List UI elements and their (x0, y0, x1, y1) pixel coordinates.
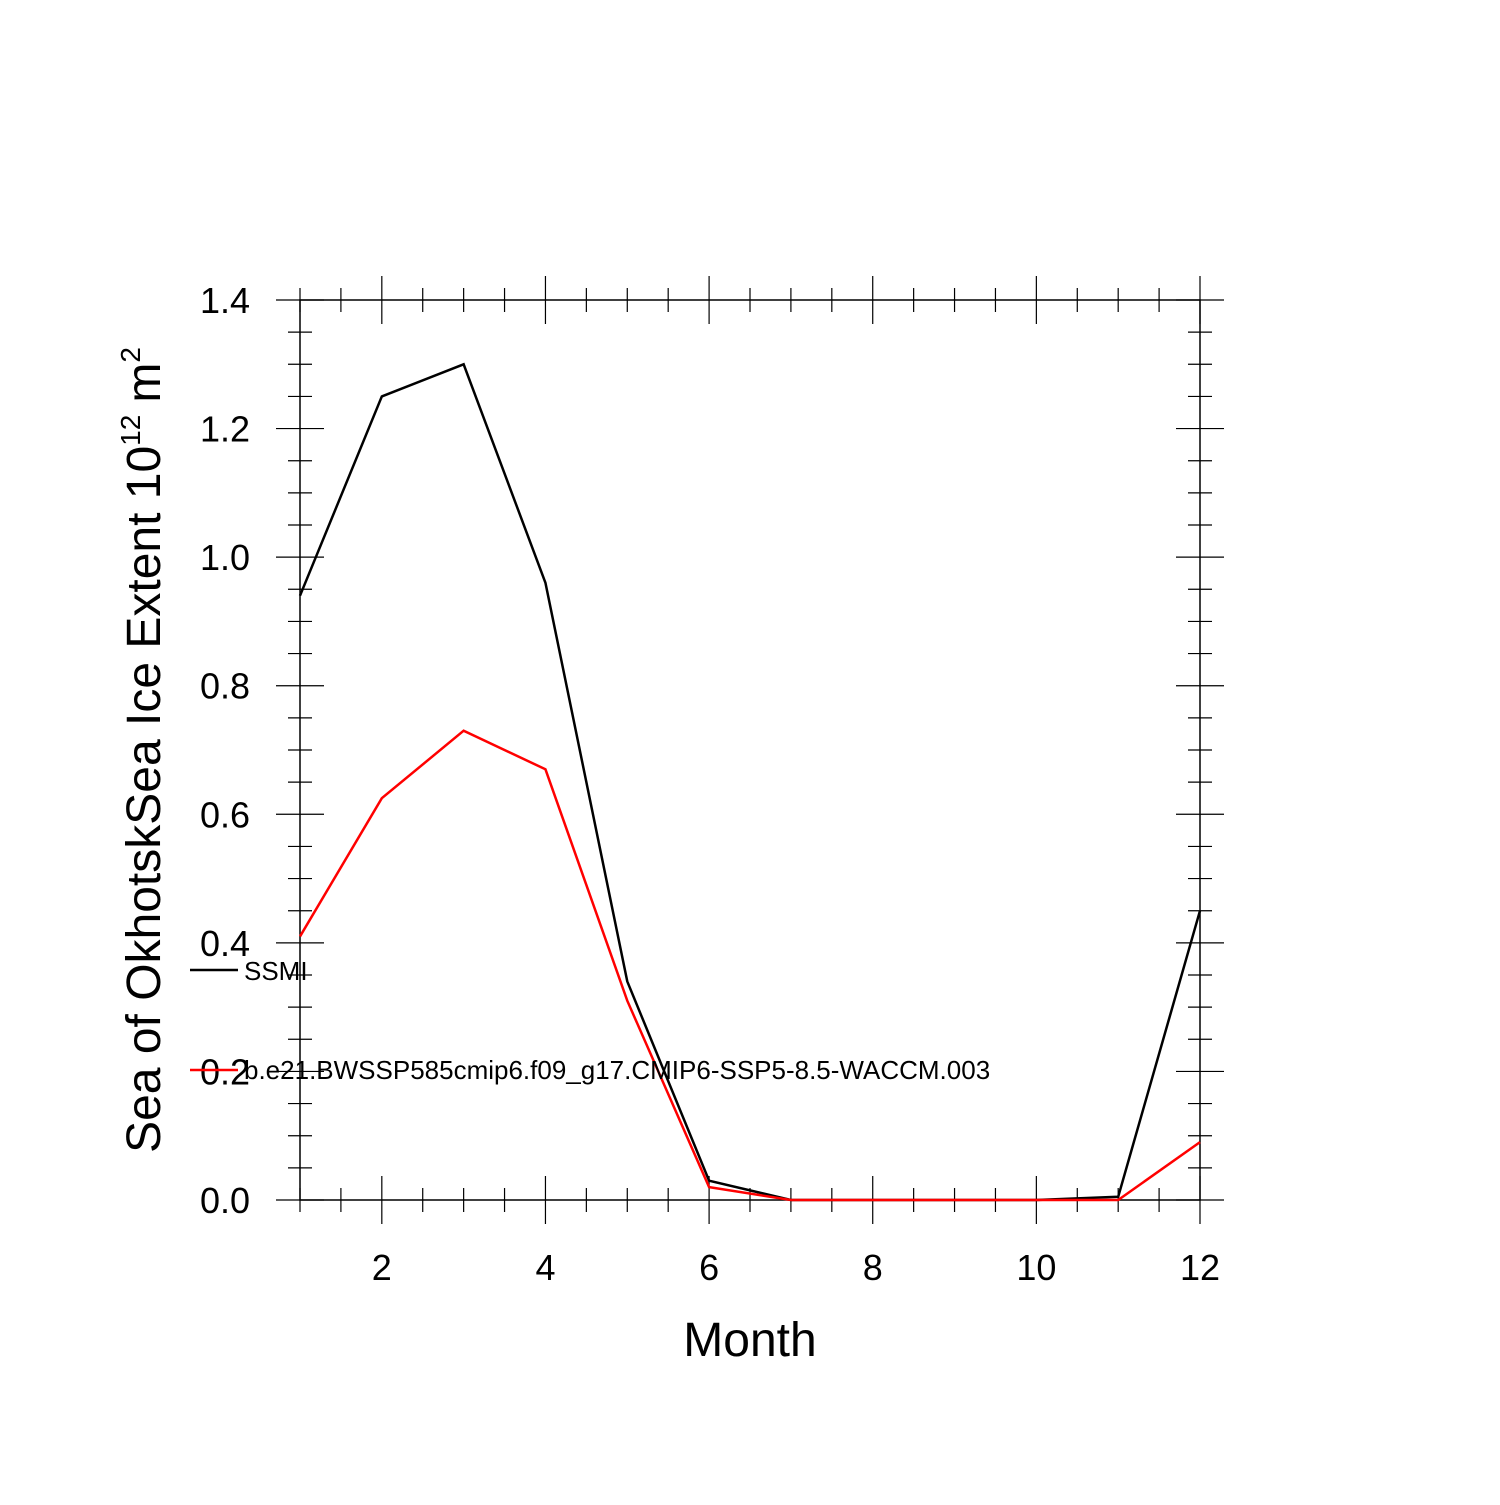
y-tick-label: 0.0 (200, 1180, 250, 1221)
y-axis-title-unit: m (118, 363, 171, 403)
y-axis-title-group: Sea of OkhotskSea Ice Extent 1012 m2 (115, 347, 171, 1153)
legend-label-2: b.e21.BWSSP585cmip6.f09_g17.CMIP6-SSP5-8… (244, 1055, 990, 1085)
x-axis-title: Month (683, 1314, 816, 1367)
y-tick-label: 1.0 (200, 537, 250, 578)
x-tick-label: 12 (1180, 1247, 1220, 1288)
legend: SSMI b.e21.BWSSP585cmip6.f09_g17.CMIP6-SS… (190, 956, 990, 1085)
axis-ticks: 2 4 6 8 10 12 0.0 0.2 0.4 0.6 0.8 1.0 1.2 1.4 (200, 276, 1224, 1288)
x-tick-label: 8 (863, 1247, 883, 1288)
x-tick-label: 10 (1016, 1247, 1056, 1288)
y-tick-label: 0.8 (200, 666, 250, 707)
series-lines (298, 362, 1202, 1202)
y-axis-title-unit-exponent: 2 (115, 347, 146, 363)
y-tick-label: 0.4 (200, 923, 250, 964)
x-tick-label: 6 (699, 1247, 719, 1288)
y-axis-title-text: Sea of OkhotskSea Ice Extent 10 (118, 446, 171, 1153)
y-tick-label: 0.6 (200, 794, 250, 835)
y-tick-label: 1.4 (200, 280, 250, 321)
x-tick-label: 2 (372, 1247, 392, 1288)
y-axis-title: Sea of OkhotskSea Ice Extent 1012 m2 (115, 347, 171, 1153)
y-axis-title-exponent: 12 (115, 415, 146, 446)
legend-label-1: SSMI (244, 956, 308, 986)
y-tick-label: 1.2 (200, 409, 250, 450)
x-tick-label: 4 (535, 1247, 555, 1288)
series-line-2 (298, 729, 1201, 1202)
y-tick-label: 0.2 (200, 1051, 250, 1092)
